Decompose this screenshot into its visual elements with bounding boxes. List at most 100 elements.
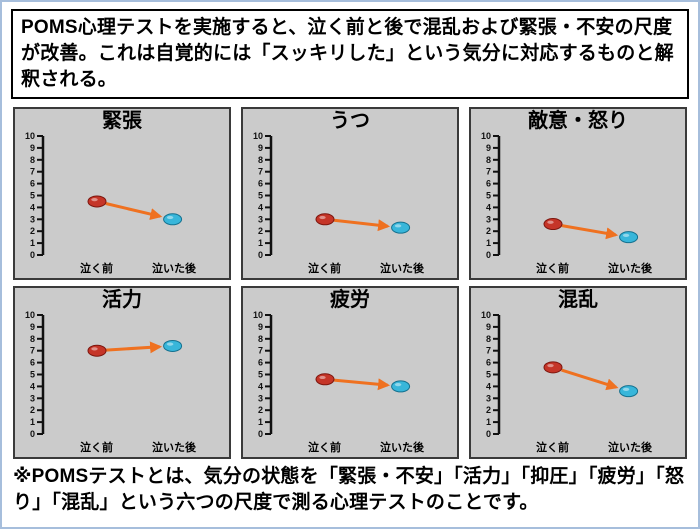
svg-text:0: 0	[486, 429, 491, 439]
svg-text:2: 2	[30, 406, 35, 416]
x-label-before-crying: 泣く前	[536, 442, 570, 455]
summary-text: POMS心理テストを実施すると、泣く前と後で混乱および緊張・不安の尺度が改善。こ…	[21, 17, 674, 90]
svg-text:10: 10	[481, 310, 491, 320]
chart-plot: 0 1 2 3 4 5 6 7 8 9 10	[247, 131, 451, 260]
svg-text:3: 3	[258, 215, 263, 225]
svg-text:5: 5	[30, 191, 35, 201]
x-axis-labels: 泣く前 泣いた後	[247, 439, 451, 455]
chart-plot: 0 1 2 3 4 5 6 7 8 9 10	[247, 310, 451, 439]
svg-text:5: 5	[258, 191, 263, 201]
svg-text:5: 5	[258, 370, 263, 380]
svg-text:0: 0	[30, 250, 35, 260]
before-crying-dot	[87, 345, 107, 358]
x-axis-labels: 泣く前 泣いた後	[19, 439, 223, 455]
svg-text:9: 9	[486, 322, 491, 332]
chart-panel-confusion: 混乱 0 1 2 3 4 5 6 7 8 9 10 泣く前 泣いた後	[469, 286, 687, 460]
svg-text:4: 4	[486, 382, 491, 392]
x-label-after-crying: 泣いた後	[152, 263, 197, 276]
svg-text:10: 10	[253, 131, 263, 141]
svg-text:3: 3	[486, 394, 491, 404]
svg-text:0: 0	[258, 250, 263, 260]
svg-text:2: 2	[258, 227, 263, 237]
svg-text:6: 6	[258, 358, 263, 368]
svg-text:0: 0	[486, 250, 491, 260]
before-crying-dot	[315, 373, 335, 386]
svg-text:7: 7	[258, 167, 263, 177]
chart-canvas: 01 2 3 4 5 6 7 8 9 10	[253, 131, 411, 260]
svg-text:8: 8	[258, 155, 263, 165]
svg-text:8: 8	[30, 155, 35, 165]
chart-plot: 0 1 2 3 4 5 6 7 8 9 10	[19, 310, 223, 439]
before-crying-dot	[87, 195, 107, 208]
svg-text:0: 0	[30, 429, 35, 439]
chart-title: 疲労	[330, 289, 370, 312]
trend-arrow	[333, 219, 391, 232]
chart-panel-depression: うつ 0 1 2 3 4 5 6 7 8 9 10 泣く前 泣いた後	[241, 107, 459, 281]
svg-text:9: 9	[258, 143, 263, 153]
after-crying-dot	[391, 222, 411, 235]
x-label-after-crying: 泣いた後	[608, 263, 653, 276]
before-crying-dot	[543, 218, 563, 231]
svg-text:8: 8	[486, 334, 491, 344]
svg-text:3: 3	[486, 215, 491, 225]
chart-title: 活力	[102, 289, 142, 312]
svg-text:6: 6	[486, 358, 491, 368]
svg-text:8: 8	[486, 155, 491, 165]
before-crying-dot	[315, 213, 335, 226]
svg-text:7: 7	[258, 346, 263, 356]
chart-panel-tension: 緊張 0 1 2 3 4 5 6 7 8 9 10 泣く前 泣いた後	[13, 107, 231, 281]
svg-text:2: 2	[30, 227, 35, 237]
chart-canvas: 01 2 3 4 5 6 7 8 9 10	[25, 310, 183, 439]
after-crying-dot	[619, 231, 639, 244]
chart-title: 混乱	[558, 289, 598, 312]
chart-canvas: 01 2 3 4 5 6 7 8 9 10	[481, 131, 639, 260]
x-label-after-crying: 泣いた後	[608, 442, 653, 455]
svg-text:10: 10	[481, 131, 491, 141]
chart-title: 緊張	[102, 110, 142, 133]
svg-text:8: 8	[258, 334, 263, 344]
svg-text:1: 1	[486, 239, 491, 249]
svg-text:5: 5	[486, 370, 491, 380]
x-axis-labels: 泣く前 泣いた後	[475, 439, 679, 455]
summary-text-box: POMS心理テストを実施すると、泣く前と後で混乱および緊張・不安の尺度が改善。こ…	[11, 9, 689, 100]
svg-text:4: 4	[486, 203, 491, 213]
svg-text:9: 9	[258, 322, 263, 332]
chart-panel-fatigue: 疲労 0 1 2 3 4 5 6 7 8 9 10 泣く前 泣いた後	[241, 286, 459, 460]
x-label-after-crying: 泣いた後	[380, 442, 425, 455]
before-crying-dot	[543, 361, 563, 374]
chart-plot: 0 1 2 3 4 5 6 7 8 9 10	[19, 131, 223, 260]
svg-text:1: 1	[486, 418, 491, 428]
chart-title: うつ	[330, 110, 370, 133]
footnote-text-block: ※POMSテストとは、気分の状態を「緊張・不安」「活力」「抑圧」「疲労」「怒り」…	[13, 464, 687, 515]
x-label-before-crying: 泣く前	[308, 442, 342, 455]
trend-arrow	[561, 369, 619, 391]
svg-text:9: 9	[30, 143, 35, 153]
svg-text:9: 9	[486, 143, 491, 153]
svg-text:4: 4	[258, 203, 263, 213]
x-label-after-crying: 泣いた後	[152, 442, 197, 455]
svg-text:1: 1	[30, 239, 35, 249]
svg-text:2: 2	[486, 227, 491, 237]
chart-canvas: 01 2 3 4 5 6 7 8 9 10	[25, 131, 183, 260]
svg-text:3: 3	[258, 394, 263, 404]
after-crying-dot	[163, 213, 183, 226]
svg-text:6: 6	[30, 179, 35, 189]
charts-grid: 緊張 0 1 2 3 4 5 6 7 8 9 10 泣く前 泣いた後 うつ 0 1 2 3 4 5 6 7 8 9 10…	[13, 107, 687, 460]
svg-text:5: 5	[486, 191, 491, 201]
x-label-before-crying: 泣く前	[80, 263, 114, 276]
trend-arrow	[105, 341, 163, 354]
x-axis-labels: 泣く前 泣いた後	[475, 260, 679, 276]
x-axis-labels: 泣く前 泣いた後	[19, 260, 223, 276]
svg-text:4: 4	[258, 382, 263, 392]
svg-text:4: 4	[30, 382, 35, 392]
after-crying-dot	[391, 380, 411, 393]
chart-plot: 0 1 2 3 4 5 6 7 8 9 10	[475, 310, 679, 439]
x-label-after-crying: 泣いた後	[380, 263, 425, 276]
svg-text:6: 6	[486, 179, 491, 189]
svg-text:7: 7	[486, 167, 491, 177]
trend-arrow	[105, 202, 163, 221]
chart-plot: 0 1 2 3 4 5 6 7 8 9 10	[475, 131, 679, 260]
chart-canvas: 01 2 3 4 5 6 7 8 9 10	[253, 310, 411, 439]
footnote-text: ※POMSテストとは、気分の状態を「緊張・不安」「活力」「抑圧」「疲労」「怒り」…	[13, 466, 685, 513]
